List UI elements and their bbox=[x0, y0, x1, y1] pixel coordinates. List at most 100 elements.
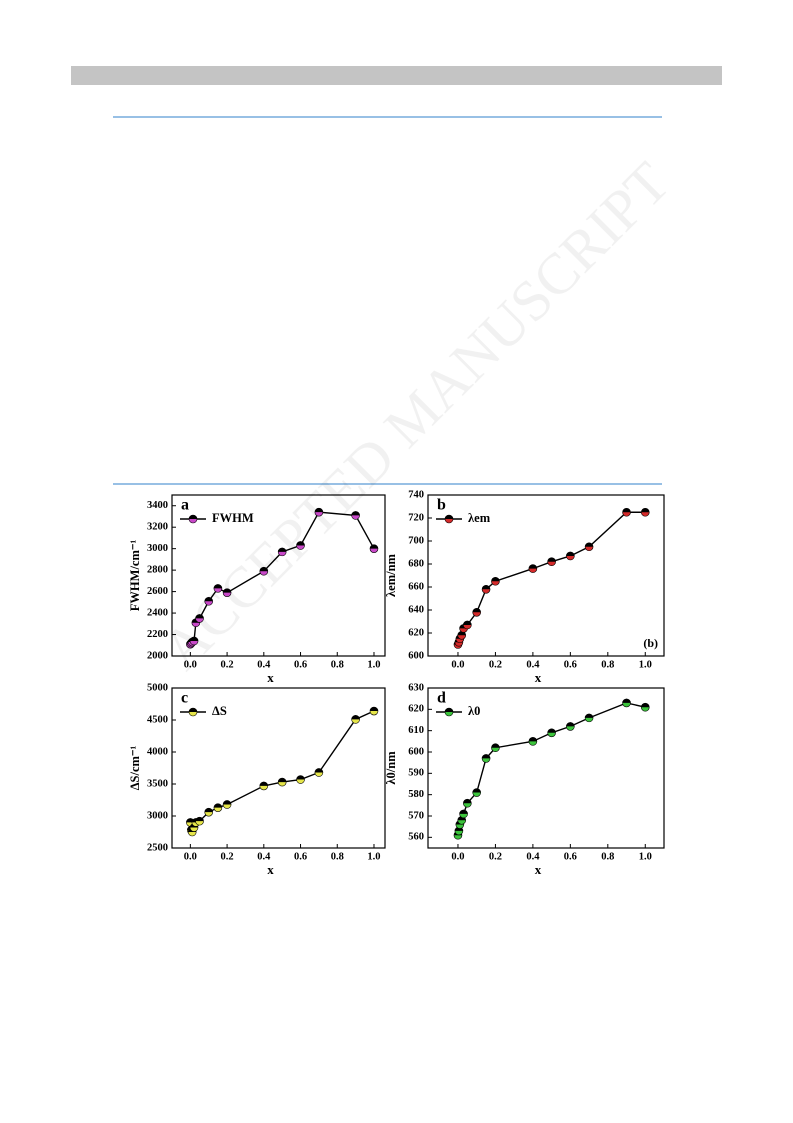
legend-swatch bbox=[436, 707, 462, 717]
y-tick-label: 590 bbox=[408, 768, 424, 779]
panel-label: c bbox=[181, 690, 188, 707]
y-axis-label: λ0/nm bbox=[384, 751, 398, 785]
x-tick-label: 0.2 bbox=[221, 851, 234, 862]
marker-half bbox=[491, 743, 500, 748]
marker-half bbox=[278, 778, 287, 783]
x-tick-label: 0.0 bbox=[184, 659, 197, 670]
legend-swatch bbox=[180, 514, 206, 524]
marker-half bbox=[278, 547, 287, 552]
x-tick-label: 0.6 bbox=[564, 851, 577, 862]
marker-half bbox=[528, 564, 537, 569]
legend-swatch bbox=[180, 707, 206, 717]
marker-half bbox=[351, 511, 360, 516]
x-tick-label: 0.4 bbox=[526, 851, 540, 862]
data-point bbox=[459, 809, 468, 819]
marker-half bbox=[296, 775, 305, 780]
marker-half bbox=[566, 551, 575, 556]
data-point bbox=[463, 798, 472, 808]
marker-half bbox=[472, 608, 481, 613]
data-point bbox=[622, 698, 631, 708]
data-point bbox=[491, 576, 500, 586]
marker-half bbox=[369, 707, 378, 712]
marker-half bbox=[463, 799, 472, 804]
x-tick-label: 1.0 bbox=[367, 659, 380, 670]
marker-half bbox=[204, 597, 213, 602]
data-point bbox=[369, 544, 379, 553]
marker-half bbox=[445, 515, 453, 519]
x-tick-label: 1.0 bbox=[367, 851, 380, 862]
data-point bbox=[204, 807, 214, 817]
data-point bbox=[463, 620, 472, 630]
y-tick-label: 4000 bbox=[147, 746, 168, 757]
data-point bbox=[195, 816, 204, 826]
data-point bbox=[259, 566, 269, 576]
y-tick-label: 580 bbox=[408, 789, 424, 800]
x-tick-label: 0.4 bbox=[257, 851, 271, 862]
y-tick-label: 4500 bbox=[147, 714, 168, 725]
y-tick-label: 2800 bbox=[147, 565, 168, 576]
data-point bbox=[491, 743, 500, 753]
marker-half bbox=[459, 809, 468, 814]
x-tick-label: 0.8 bbox=[601, 659, 614, 670]
y-tick-label: 560 bbox=[408, 832, 424, 843]
marker-half bbox=[223, 588, 232, 593]
legend-swatch bbox=[436, 514, 462, 524]
y-tick-label: 2400 bbox=[147, 607, 168, 618]
y-tick-label: 740 bbox=[408, 489, 424, 500]
marker-half bbox=[296, 541, 305, 546]
data-point bbox=[547, 557, 556, 567]
y-tick-label: 610 bbox=[408, 725, 424, 736]
marker-half bbox=[622, 508, 631, 513]
x-tick-label: 0.4 bbox=[257, 659, 271, 670]
y-tick-label: 2600 bbox=[147, 586, 168, 597]
data-point bbox=[222, 588, 232, 597]
x-tick-label: 0.0 bbox=[451, 851, 464, 862]
x-tick-label: 0.2 bbox=[221, 659, 234, 670]
x-tick-label: 0.6 bbox=[294, 851, 307, 862]
y-tick-label: 2200 bbox=[147, 629, 168, 640]
y-tick-label: 600 bbox=[408, 746, 424, 757]
data-point bbox=[584, 713, 594, 723]
data-point bbox=[547, 728, 556, 738]
marker-half bbox=[482, 585, 491, 590]
series-line bbox=[189, 710, 375, 834]
data-point bbox=[481, 754, 491, 763]
marker-half bbox=[547, 557, 556, 562]
y-tick-label: 680 bbox=[408, 558, 424, 569]
plot-frame bbox=[171, 687, 386, 849]
y-tick-label: 2000 bbox=[147, 650, 168, 661]
data-point bbox=[189, 636, 199, 646]
y-tick-label: 3000 bbox=[147, 543, 168, 554]
data-point bbox=[195, 614, 204, 623]
x-tick-label: 0.2 bbox=[489, 851, 502, 862]
x-tick-label: 0.8 bbox=[331, 659, 344, 670]
data-point bbox=[472, 607, 481, 617]
data-point bbox=[277, 547, 287, 557]
plot-frame bbox=[427, 687, 665, 849]
data-point bbox=[204, 596, 214, 606]
y-tick-label: 620 bbox=[408, 704, 424, 715]
marker-half bbox=[314, 508, 323, 513]
marker-half bbox=[482, 754, 491, 759]
x-tick-label: 0.0 bbox=[451, 659, 464, 670]
marker-half bbox=[472, 788, 481, 793]
watermark: ACCEPTED MANUSCRIPT bbox=[149, 149, 681, 681]
marker-half bbox=[259, 567, 268, 572]
y-tick-label: 3000 bbox=[147, 810, 168, 821]
data-point bbox=[314, 507, 324, 517]
marker-half bbox=[213, 803, 222, 808]
data-point bbox=[622, 507, 631, 517]
marker-half bbox=[195, 614, 204, 619]
x-tick-label: 0.6 bbox=[294, 659, 307, 670]
legend-label: λem bbox=[468, 511, 491, 525]
y-tick-label: 3400 bbox=[147, 500, 168, 511]
data-point bbox=[369, 706, 379, 716]
x-tick-label: 0.6 bbox=[564, 659, 577, 670]
data-point bbox=[472, 788, 481, 797]
data-point bbox=[566, 551, 575, 561]
panel-label: d bbox=[437, 690, 446, 707]
y-tick-label: 630 bbox=[408, 682, 424, 693]
x-tick-label: 1.0 bbox=[639, 851, 652, 862]
marker-half bbox=[566, 722, 575, 727]
marker-half bbox=[190, 636, 199, 641]
